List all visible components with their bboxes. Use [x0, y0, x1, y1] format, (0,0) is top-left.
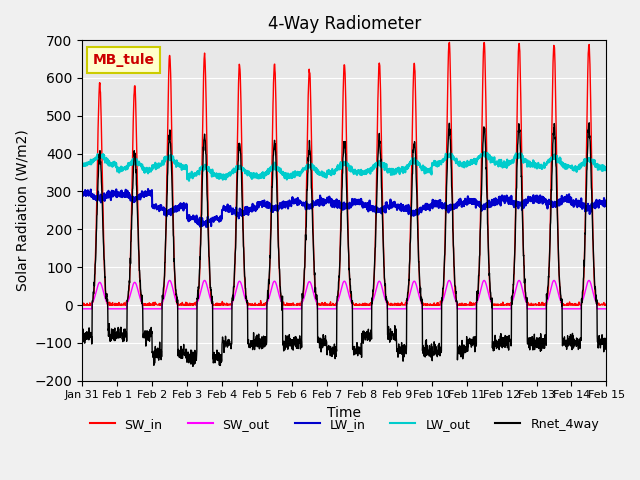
- Text: MB_tule: MB_tule: [93, 53, 155, 67]
- Legend: SW_in, SW_out, LW_in, LW_out, Rnet_4way: SW_in, SW_out, LW_in, LW_out, Rnet_4way: [84, 413, 604, 436]
- X-axis label: Time: Time: [327, 406, 362, 420]
- Y-axis label: Solar Radiation (W/m2): Solar Radiation (W/m2): [15, 130, 29, 291]
- Title: 4-Way Radiometer: 4-Way Radiometer: [268, 15, 421, 33]
